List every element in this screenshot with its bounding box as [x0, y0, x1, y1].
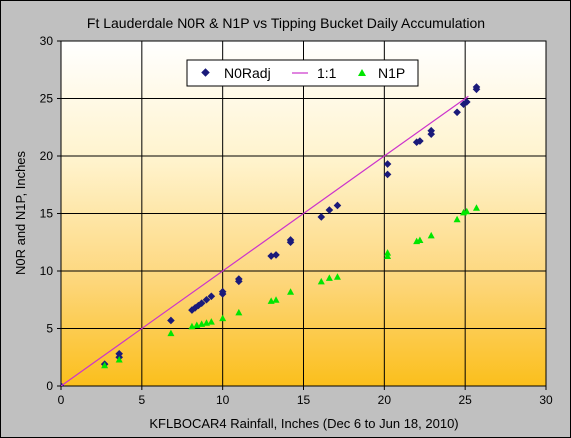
n1p-point: [384, 249, 392, 256]
n1p-point: [384, 252, 392, 260]
n0radj-point: [197, 299, 206, 307]
legend-diamond-marker: [201, 68, 210, 77]
legend: N0Radj 1:1 N1P: [186, 59, 419, 87]
series-1-1: [61, 95, 469, 386]
n1p-point: [167, 329, 175, 337]
series-layer: [61, 83, 481, 386]
n0radj-point: [115, 350, 123, 358]
n0radj-point: [383, 170, 392, 179]
n0radj-point: [317, 213, 326, 221]
y-tick-label: 30: [40, 34, 54, 48]
n1p-point: [207, 318, 215, 325]
one-to-one-line: [61, 95, 469, 386]
n1p-point: [472, 204, 480, 211]
n0radj-point: [383, 160, 392, 168]
n0radj-point: [412, 138, 421, 146]
legend-triangle-marker: [358, 69, 366, 76]
n0radj-point: [427, 126, 436, 135]
n1p-point: [272, 296, 280, 303]
n0radj-point: [188, 306, 196, 314]
y-tick-label: 10: [40, 264, 54, 278]
n0radj-point: [272, 251, 280, 259]
n1p-point: [416, 236, 424, 243]
legend-label-one-to-one: 1:1: [317, 65, 337, 81]
y-tick-label: 0: [46, 379, 53, 393]
n1p-point: [317, 277, 325, 285]
y-tick-label: 5: [46, 322, 53, 336]
x-tick-label: 15: [297, 393, 311, 407]
y-tick-label: 20: [40, 149, 54, 163]
n0radj-point: [286, 236, 295, 244]
n0radj-point: [462, 98, 471, 106]
x-tick-label: 20: [378, 393, 392, 407]
n0radj-point: [333, 201, 342, 210]
n0radj-point: [459, 100, 468, 109]
chart-title: Ft Lauderdale N0R & N1P vs Tipping Bucke…: [87, 15, 485, 31]
n1p-point: [287, 288, 295, 295]
n1p-point: [333, 273, 341, 280]
n0radj-point: [191, 304, 199, 312]
n0radj-point: [472, 83, 481, 91]
series-n1p: [101, 204, 480, 369]
n1p-point: [235, 308, 243, 316]
n0radj-point: [202, 295, 211, 304]
legend-label-n1p: N1P: [378, 65, 405, 81]
y-axis-label: N0R and N1P, Inches: [13, 150, 28, 275]
y-tick-label: 15: [40, 207, 54, 221]
n0radj-point: [325, 206, 334, 214]
n1p-point: [453, 215, 461, 223]
n1p-point: [101, 361, 109, 369]
y-tick-label: 25: [40, 92, 54, 106]
n0radj-point: [453, 108, 461, 117]
axis-ticks: 0 5 10 15 20 25 30 0 5 10 15 20 25 30: [40, 34, 553, 407]
x-tick-label: 25: [458, 393, 472, 407]
n0radj-point: [235, 275, 243, 283]
n0radj-point: [207, 292, 216, 301]
n1p-point: [219, 314, 227, 322]
n1p-point: [115, 356, 123, 363]
legend-label-n0radj: N0Radj: [224, 65, 271, 81]
x-tick-label: 0: [58, 393, 65, 407]
x-tick-label: 30: [539, 393, 553, 407]
n0radj-point: [167, 316, 175, 325]
n1p-point: [463, 207, 471, 215]
n1p-point: [427, 231, 435, 239]
x-axis-label: KFLBOCAR4 Rainfall, Inches (Dec 6 to Jun…: [149, 416, 458, 431]
n1p-point: [325, 274, 333, 281]
n0radj-point: [267, 252, 275, 260]
x-tick-label: 5: [138, 393, 145, 407]
x-tick-label: 10: [216, 393, 230, 407]
n0radj-point: [218, 287, 227, 296]
n0radj-point: [416, 137, 424, 145]
